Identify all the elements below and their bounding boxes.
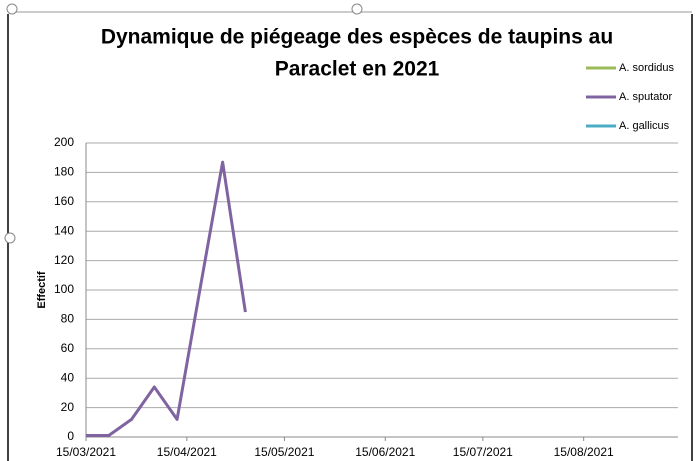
handle[interactable] (6, 3, 18, 15)
y-tick-label: 100 (54, 282, 74, 296)
y-axis-label: Effectif (36, 271, 48, 309)
chart-title: Dynamique de piégeage des espèces de tau… (101, 26, 613, 49)
y-tick-label: 120 (54, 253, 74, 267)
legend-label: A. gallicus (619, 120, 670, 132)
x-tick-label: 15/08/2021 (554, 445, 614, 459)
handle[interactable] (4, 232, 16, 244)
x-tick-label: 15/06/2021 (355, 445, 415, 459)
y-tick-label: 180 (54, 165, 74, 179)
x-tick-label: 15/03/2021 (56, 445, 116, 459)
y-tick-label: 140 (54, 223, 74, 237)
x-tick-label: 15/04/2021 (157, 445, 217, 459)
y-tick-label: 60 (61, 341, 75, 355)
y-tick-label: 160 (54, 194, 74, 208)
x-tick-label: 15/05/2021 (254, 445, 314, 459)
y-tick-label: 20 (61, 400, 75, 414)
y-tick-label: 0 (67, 429, 74, 443)
legend-label: A. sputator (619, 91, 673, 103)
y-tick-label: 80 (61, 312, 75, 326)
y-tick-label: 40 (61, 370, 75, 384)
y-tick-label: 200 (54, 135, 74, 149)
series-line (86, 160, 247, 438)
handle[interactable] (351, 3, 363, 15)
chart-title: Paraclet en 2021 (275, 58, 440, 81)
x-tick-label: 15/07/2021 (453, 445, 513, 459)
legend-label: A. sordidus (619, 62, 675, 74)
